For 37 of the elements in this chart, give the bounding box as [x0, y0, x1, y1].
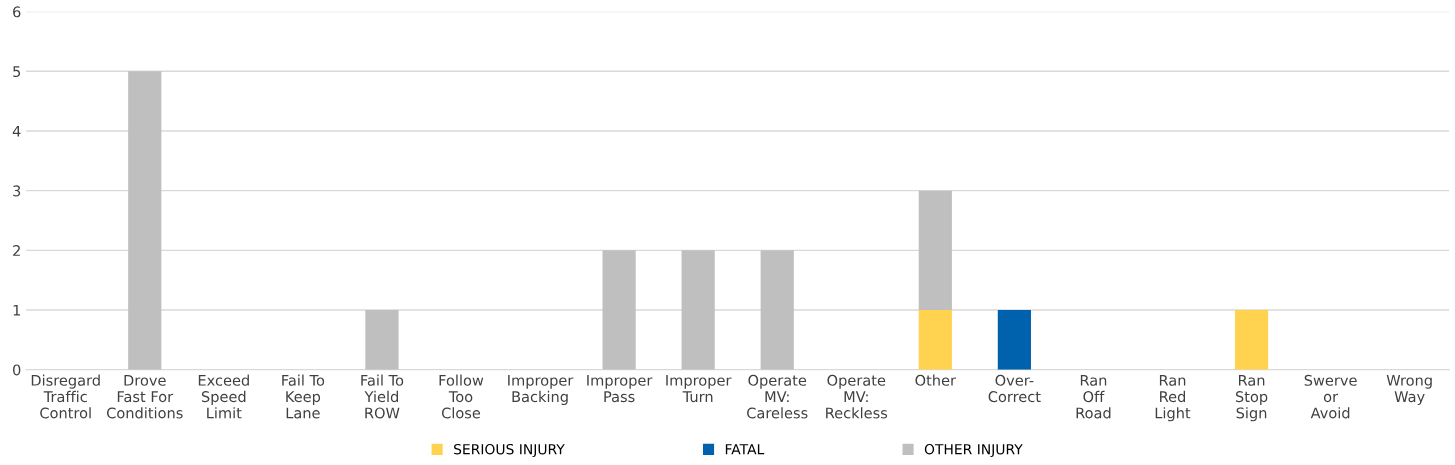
x-tick-label: Operate MV: Reckless	[826, 374, 888, 419]
y-tick-label: 3	[13, 185, 21, 197]
x-tick-label: Operate MV: Careless	[747, 374, 808, 419]
x-tick-label: Disregard Traffic Control	[31, 374, 100, 419]
x-tick-label: Ran Stop Sign	[1235, 374, 1268, 422]
y-tick-label: 5	[13, 66, 21, 78]
bar	[918, 190, 952, 310]
bar	[1234, 310, 1269, 370]
bar	[681, 250, 715, 370]
x-tick-label: Swerve or Avoid	[1304, 374, 1357, 419]
legend-label: FATAL	[725, 444, 765, 455]
bar	[760, 250, 794, 370]
x-tick-label: Follow Too Close	[439, 374, 484, 419]
y-tick-label: 4	[12, 125, 21, 137]
x-tick-label: Drove Fast For Conditions	[107, 374, 183, 419]
x-tick-label: Improper Pass	[587, 374, 653, 403]
x-tick-label: Improper Turn	[666, 374, 732, 403]
x-tick-label: Ran Red Light	[1155, 374, 1191, 422]
x-tick-label: Other	[915, 374, 957, 386]
x-tick-label: Wrong Way	[1386, 374, 1432, 405]
y-tick-label: 0	[13, 364, 21, 376]
x-tick-label: Ran Off Road	[1076, 374, 1111, 419]
legend-label: SERIOUS INJURY	[454, 443, 565, 458]
y-tick-label: 1	[13, 304, 20, 316]
bar	[997, 310, 1031, 370]
x-tick-label: Fail To Keep Lane	[282, 374, 325, 419]
bar	[602, 250, 636, 370]
x-tick-label: Fail To Yield ROW	[361, 374, 404, 419]
legend-label: OTHER INJURY	[924, 443, 1023, 458]
x-tick-label: Exceed Speed Limit	[198, 374, 249, 419]
bar	[918, 310, 952, 370]
bar	[128, 71, 162, 370]
x-tick-label: Improper Backing	[508, 374, 574, 405]
bar	[365, 310, 399, 370]
y-tick-label: 6	[13, 6, 21, 18]
x-tick-label: Over- Correct	[988, 374, 1041, 403]
y-tick-label: 2	[13, 245, 20, 256]
